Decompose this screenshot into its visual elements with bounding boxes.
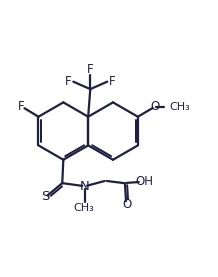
Text: CH₃: CH₃ xyxy=(169,102,190,112)
Text: F: F xyxy=(18,100,24,113)
Text: O: O xyxy=(150,100,160,113)
Text: F: F xyxy=(109,75,115,88)
Text: F: F xyxy=(87,63,94,76)
Text: CH₃: CH₃ xyxy=(73,203,94,213)
Text: F: F xyxy=(65,75,72,88)
Text: S: S xyxy=(41,190,49,203)
Text: N: N xyxy=(80,180,89,193)
Text: OH: OH xyxy=(135,175,153,188)
Text: O: O xyxy=(122,199,131,212)
Text: M: M xyxy=(84,208,85,209)
